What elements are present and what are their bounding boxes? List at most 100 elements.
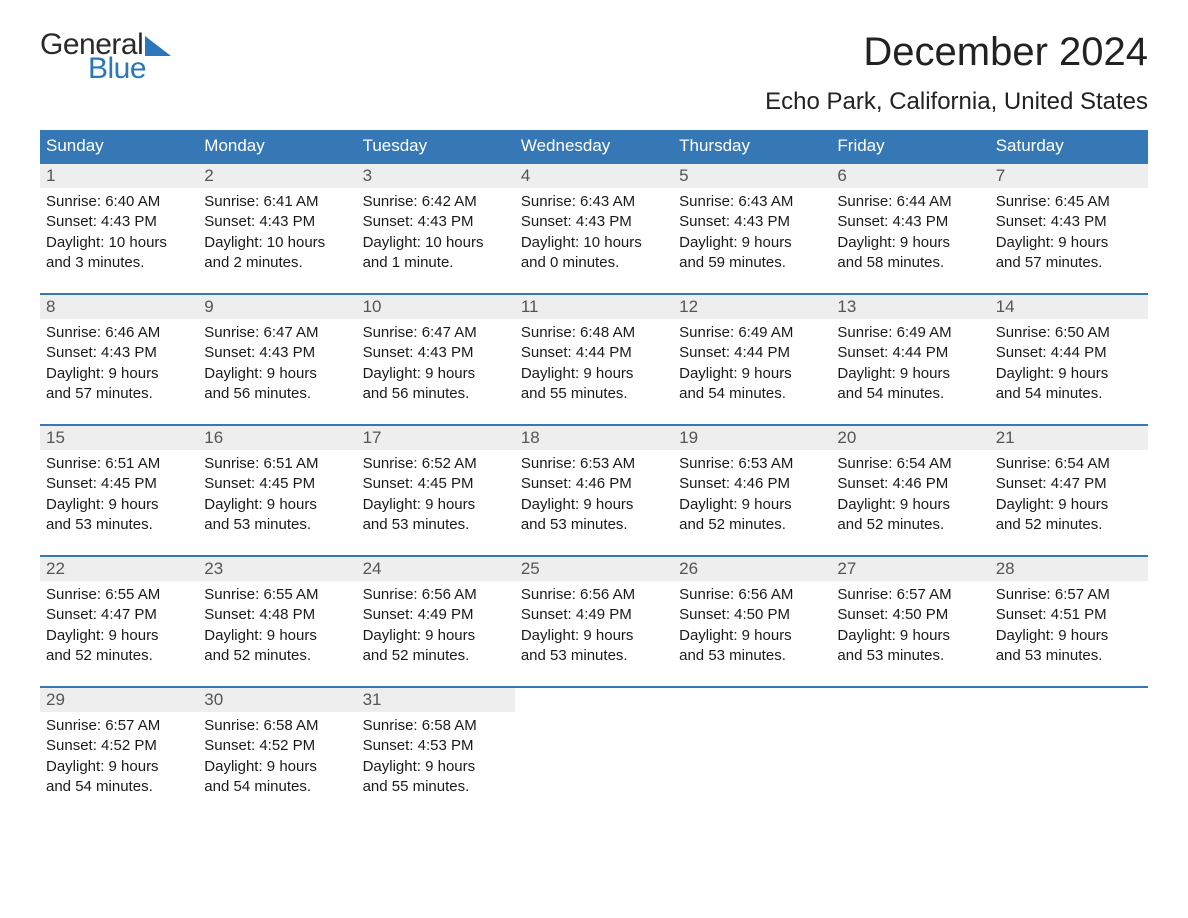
page-title: December 2024 — [863, 30, 1148, 75]
calendar-day-header: Sunday Monday Tuesday Wednesday Thursday… — [40, 130, 1148, 162]
day-ss: Sunset: 4:44 PM — [521, 343, 667, 363]
day-d1: Daylight: 9 hours — [46, 364, 192, 384]
day-d1: Daylight: 9 hours — [521, 626, 667, 646]
day-d2: and 52 minutes. — [837, 515, 983, 535]
day-sr: Sunrise: 6:57 AM — [837, 585, 983, 605]
calendar-cell: 15Sunrise: 6:51 AMSunset: 4:45 PMDayligh… — [40, 426, 198, 537]
day-ss: Sunset: 4:43 PM — [46, 343, 192, 363]
day-number: 12 — [673, 295, 831, 319]
day-ss: Sunset: 4:52 PM — [204, 736, 350, 756]
day-header-sun: Sunday — [40, 130, 198, 162]
day-d1: Daylight: 10 hours — [363, 233, 509, 253]
day-number: 13 — [831, 295, 989, 319]
day-ss: Sunset: 4:46 PM — [837, 474, 983, 494]
day-d1: Daylight: 9 hours — [204, 757, 350, 777]
day-d1: Daylight: 9 hours — [996, 233, 1142, 253]
day-ss: Sunset: 4:43 PM — [46, 212, 192, 232]
day-d1: Daylight: 10 hours — [204, 233, 350, 253]
day-details: Sunrise: 6:53 AMSunset: 4:46 PMDaylight:… — [673, 450, 831, 537]
calendar-cell: 27Sunrise: 6:57 AMSunset: 4:50 PMDayligh… — [831, 557, 989, 668]
day-d2: and 52 minutes. — [363, 646, 509, 666]
day-sr: Sunrise: 6:55 AM — [46, 585, 192, 605]
day-sr: Sunrise: 6:48 AM — [521, 323, 667, 343]
calendar-cell: 17Sunrise: 6:52 AMSunset: 4:45 PMDayligh… — [357, 426, 515, 537]
calendar: Sunday Monday Tuesday Wednesday Thursday… — [40, 130, 1148, 799]
day-d2: and 57 minutes. — [46, 384, 192, 404]
calendar-weeks: 1Sunrise: 6:40 AMSunset: 4:43 PMDaylight… — [40, 162, 1148, 799]
calendar-cell: 13Sunrise: 6:49 AMSunset: 4:44 PMDayligh… — [831, 295, 989, 406]
day-sr: Sunrise: 6:43 AM — [521, 192, 667, 212]
day-number: 5 — [673, 164, 831, 188]
day-number: 9 — [198, 295, 356, 319]
day-details: Sunrise: 6:51 AMSunset: 4:45 PMDaylight:… — [40, 450, 198, 537]
day-number: 24 — [357, 557, 515, 581]
day-d2: and 54 minutes. — [204, 777, 350, 797]
day-details: Sunrise: 6:50 AMSunset: 4:44 PMDaylight:… — [990, 319, 1148, 406]
day-details: Sunrise: 6:44 AMSunset: 4:43 PMDaylight:… — [831, 188, 989, 275]
day-ss: Sunset: 4:49 PM — [363, 605, 509, 625]
day-details: Sunrise: 6:49 AMSunset: 4:44 PMDaylight:… — [673, 319, 831, 406]
day-sr: Sunrise: 6:56 AM — [679, 585, 825, 605]
day-number: 10 — [357, 295, 515, 319]
day-d2: and 0 minutes. — [521, 253, 667, 273]
day-ss: Sunset: 4:43 PM — [837, 212, 983, 232]
day-number: 16 — [198, 426, 356, 450]
day-details: Sunrise: 6:54 AMSunset: 4:47 PMDaylight:… — [990, 450, 1148, 537]
day-details: Sunrise: 6:53 AMSunset: 4:46 PMDaylight:… — [515, 450, 673, 537]
day-sr: Sunrise: 6:45 AM — [996, 192, 1142, 212]
day-ss: Sunset: 4:47 PM — [46, 605, 192, 625]
calendar-cell: 22Sunrise: 6:55 AMSunset: 4:47 PMDayligh… — [40, 557, 198, 668]
day-d1: Daylight: 9 hours — [46, 495, 192, 515]
calendar-cell: 30Sunrise: 6:58 AMSunset: 4:52 PMDayligh… — [198, 688, 356, 799]
calendar-cell — [673, 688, 831, 799]
day-number: 15 — [40, 426, 198, 450]
calendar-cell — [515, 688, 673, 799]
calendar-cell: 31Sunrise: 6:58 AMSunset: 4:53 PMDayligh… — [357, 688, 515, 799]
day-d1: Daylight: 9 hours — [679, 233, 825, 253]
day-number: 31 — [357, 688, 515, 712]
day-d2: and 52 minutes. — [46, 646, 192, 666]
calendar-cell: 5Sunrise: 6:43 AMSunset: 4:43 PMDaylight… — [673, 164, 831, 275]
day-sr: Sunrise: 6:40 AM — [46, 192, 192, 212]
day-sr: Sunrise: 6:43 AM — [679, 192, 825, 212]
calendar-cell: 1Sunrise: 6:40 AMSunset: 4:43 PMDaylight… — [40, 164, 198, 275]
day-sr: Sunrise: 6:46 AM — [46, 323, 192, 343]
day-number: 20 — [831, 426, 989, 450]
day-d2: and 53 minutes. — [46, 515, 192, 535]
day-d2: and 53 minutes. — [204, 515, 350, 535]
day-d2: and 56 minutes. — [363, 384, 509, 404]
day-header-sat: Saturday — [990, 130, 1148, 162]
calendar-cell: 6Sunrise: 6:44 AMSunset: 4:43 PMDaylight… — [831, 164, 989, 275]
day-ss: Sunset: 4:43 PM — [363, 343, 509, 363]
day-details: Sunrise: 6:56 AMSunset: 4:50 PMDaylight:… — [673, 581, 831, 668]
day-number: 30 — [198, 688, 356, 712]
day-d1: Daylight: 9 hours — [521, 364, 667, 384]
day-d2: and 53 minutes. — [996, 646, 1142, 666]
day-number: 26 — [673, 557, 831, 581]
calendar-cell: 14Sunrise: 6:50 AMSunset: 4:44 PMDayligh… — [990, 295, 1148, 406]
day-details: Sunrise: 6:56 AMSunset: 4:49 PMDaylight:… — [357, 581, 515, 668]
day-d2: and 53 minutes. — [521, 646, 667, 666]
calendar-cell: 21Sunrise: 6:54 AMSunset: 4:47 PMDayligh… — [990, 426, 1148, 537]
day-d1: Daylight: 9 hours — [363, 364, 509, 384]
calendar-week: 22Sunrise: 6:55 AMSunset: 4:47 PMDayligh… — [40, 555, 1148, 668]
day-number: 8 — [40, 295, 198, 319]
calendar-cell: 12Sunrise: 6:49 AMSunset: 4:44 PMDayligh… — [673, 295, 831, 406]
location-subtitle: Echo Park, California, United States — [40, 88, 1148, 116]
day-d1: Daylight: 9 hours — [363, 757, 509, 777]
day-ss: Sunset: 4:44 PM — [837, 343, 983, 363]
day-sr: Sunrise: 6:42 AM — [363, 192, 509, 212]
day-sr: Sunrise: 6:52 AM — [363, 454, 509, 474]
day-details: Sunrise: 6:43 AMSunset: 4:43 PMDaylight:… — [673, 188, 831, 275]
calendar-cell: 26Sunrise: 6:56 AMSunset: 4:50 PMDayligh… — [673, 557, 831, 668]
calendar-cell — [990, 688, 1148, 799]
day-ss: Sunset: 4:45 PM — [363, 474, 509, 494]
calendar-cell: 8 Sunrise: 6:46 AMSunset: 4:43 PMDaylight… — [40, 295, 198, 406]
day-d2: and 52 minutes. — [204, 646, 350, 666]
day-ss: Sunset: 4:43 PM — [204, 212, 350, 232]
day-d2: and 54 minutes. — [679, 384, 825, 404]
day-d1: Daylight: 9 hours — [837, 495, 983, 515]
calendar-cell: 2Sunrise: 6:41 AMSunset: 4:43 PMDaylight… — [198, 164, 356, 275]
day-ss: Sunset: 4:48 PM — [204, 605, 350, 625]
calendar-cell: 23Sunrise: 6:55 AMSunset: 4:48 PMDayligh… — [198, 557, 356, 668]
